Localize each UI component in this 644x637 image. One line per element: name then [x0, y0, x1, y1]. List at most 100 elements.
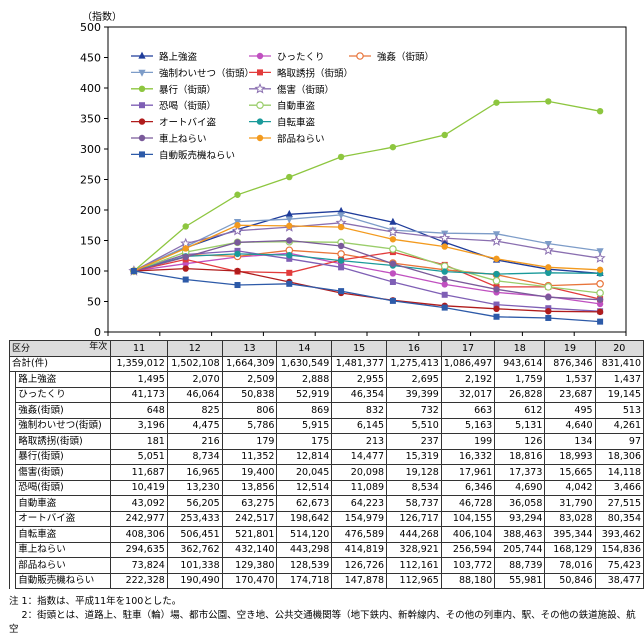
cell-value: 388,463 [494, 526, 546, 543]
row-indent [8, 573, 16, 589]
data-point [256, 134, 264, 142]
cell-value: 126,726 [331, 557, 388, 574]
cell-value: 16,332 [440, 448, 496, 465]
cell-value: 514,120 [276, 526, 333, 543]
legend-label: 強制わいせつ（街頭） [159, 67, 254, 79]
cell-value: 43,092 [110, 495, 168, 512]
cell-value: 414,819 [331, 541, 388, 558]
legend: 路上強盗 ひったくり 強姦（街頭） 強制わいせつ（街頭） 略取誘拐（街頭） 暴行（街頭） 傷… [131, 51, 434, 161]
data-point [493, 255, 500, 262]
cell-value: 26,828 [494, 386, 546, 403]
cell-value: 147,878 [331, 572, 388, 589]
cell-value: 14,118 [594, 464, 644, 481]
row-indent [8, 542, 16, 558]
data-point [182, 223, 189, 230]
series-5 [130, 98, 604, 275]
cell-value: 406,104 [440, 526, 496, 543]
data-point [389, 236, 397, 243]
data-point [286, 255, 293, 262]
data-point [441, 291, 448, 298]
row-indent [8, 464, 16, 480]
row-label: 路上強盗 [15, 371, 112, 388]
cell-value: 444,268 [386, 526, 442, 543]
year-header: 16 [386, 340, 442, 357]
series-11 [130, 237, 604, 303]
data-point [441, 243, 448, 250]
cell-value: 395,344 [544, 526, 596, 543]
cell-value: 832 [331, 402, 388, 419]
cell-value: 2,888 [276, 371, 333, 388]
cell-value: 12,814 [276, 448, 333, 465]
cell-value: 64,223 [331, 495, 388, 512]
y-tick-label: 150 [80, 235, 101, 248]
cell-value: 256,594 [440, 541, 496, 558]
cell-value: 825 [166, 402, 223, 419]
y-tick-label: 500 [80, 21, 101, 34]
data-point [441, 275, 448, 283]
cell-value: 443,298 [276, 541, 333, 558]
cell-value: 154,979 [331, 510, 388, 527]
cell-value: 476,589 [331, 526, 388, 543]
year-header: 18 [494, 340, 546, 357]
cell-value: 56,205 [166, 495, 223, 512]
cell-value: 242,517 [221, 510, 278, 527]
cell-value: 13,230 [166, 479, 223, 496]
year-header: 12 [166, 340, 223, 357]
data-point [596, 289, 604, 297]
row-indent [8, 449, 16, 465]
cell-value: 128,539 [276, 557, 333, 574]
cell-value: 876,346 [544, 355, 596, 372]
data-point [493, 286, 500, 293]
cell-value: 831,410 [594, 355, 644, 372]
row-label: 略取誘拐(街頭) [15, 433, 112, 450]
table-row: 車上ねらい 294,635 362,762 432,140 443,298 414,819… [8, 541, 644, 558]
data-point [286, 237, 293, 244]
data-point [286, 222, 293, 230]
data-point [441, 237, 449, 245]
row-indent [8, 402, 16, 418]
cell-value: 1,495 [110, 371, 168, 388]
data-point [234, 267, 241, 275]
series-line [133, 239, 601, 301]
data-point [596, 266, 604, 273]
table-header-row: 年次 区分 11 12 13 14 15 16 17 18 19 20 [8, 340, 644, 357]
cell-value: 19,128 [386, 464, 442, 481]
cell-value: 3,466 [594, 479, 644, 496]
year-header: 19 [544, 340, 596, 357]
data-point [286, 280, 293, 287]
table-row: 自動販売機ねらい 222,328 190,490 170,470 174,718 147,… [8, 572, 644, 589]
corner-year-label: 年次 [89, 342, 108, 352]
row-label: 強姦(街頭) [15, 402, 112, 419]
cell-value: 50,838 [221, 386, 278, 403]
data-point [337, 250, 345, 258]
data-point [389, 245, 397, 253]
cell-value: 6,346 [440, 479, 496, 496]
cell-value: 1,664,309 [221, 355, 278, 372]
notes: 注 1：指数は、平成11年を100とした。 2：街頭とは、道路上、駐車（輪）場、… [9, 595, 644, 637]
data-point [389, 260, 397, 267]
cell-value: 1,502,108 [166, 355, 223, 372]
table-row: 路上強盗 1,495 2,070 2,509 2,888 2,955 2,695 2,192 1… [8, 371, 644, 388]
data-point [545, 264, 552, 271]
cell-value: 213 [331, 433, 388, 450]
year-header: 11 [110, 340, 168, 357]
cell-value: 943,614 [494, 355, 546, 372]
legend-label: 自動車盗 [277, 100, 316, 112]
cell-value: 8,734 [166, 448, 223, 465]
cell-value: 154,836 [594, 541, 644, 558]
cell-value: 46,728 [440, 495, 496, 512]
data-point [182, 245, 189, 252]
data-point [138, 134, 146, 142]
series-line [133, 253, 601, 275]
data-point [285, 209, 293, 217]
y-tick-label: 350 [80, 113, 101, 126]
legend-label: 傷害（街頭） [277, 84, 334, 96]
cell-value: 27,515 [594, 495, 644, 512]
cell-value: 5,510 [386, 417, 442, 434]
cell-value: 5,163 [440, 417, 496, 434]
legend-label: 強姦（街頭） [377, 51, 434, 63]
data-point [493, 270, 500, 278]
cell-value: 648 [110, 402, 168, 419]
cell-value: 134 [544, 433, 596, 450]
legend-label: ひったくり [277, 52, 325, 63]
